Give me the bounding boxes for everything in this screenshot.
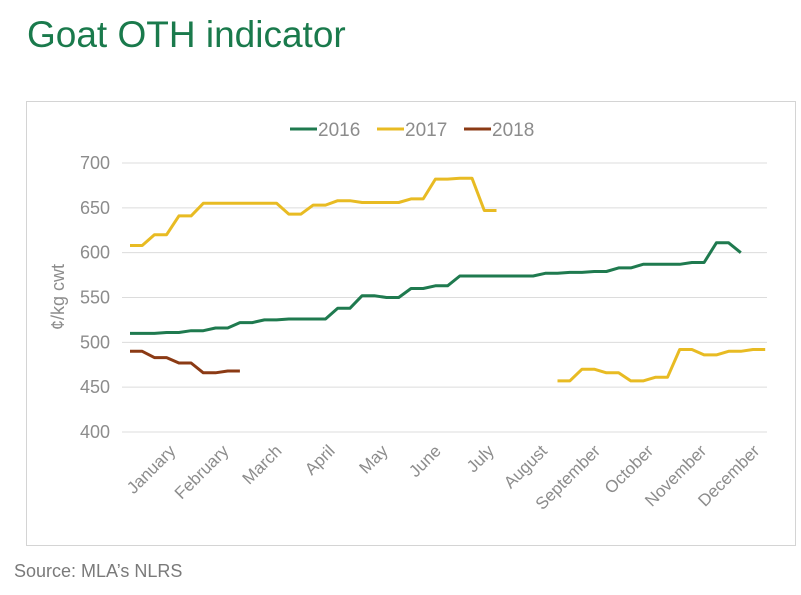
y-tick-label: 550 [80,288,110,308]
legend-label-2017: 2017 [405,120,447,141]
x-tick-label: July [463,441,498,476]
x-tick-label: June [405,441,445,481]
source-note: Source: MLA’s NLRS [14,561,183,581]
y-tick-label: 450 [80,377,110,397]
series-line-2017 [557,348,766,383]
series-line-2018 [130,349,240,375]
series-line-2017 [130,176,497,247]
legend-label-2018: 2018 [492,120,534,141]
y-tick-label: 600 [80,243,110,263]
legend-label-2016: 2016 [318,120,360,141]
chart-area: 400 450 500 550 600 650 700 January February Mar… [26,101,796,546]
series-line-2016 [130,241,742,335]
y-tick-label: 500 [80,332,110,352]
y-tick-label: 400 [80,422,110,442]
x-tick-label: April [301,441,338,478]
x-tick-label: March [239,441,286,488]
y-axis-label: ¢/kg cwt [48,264,68,330]
x-tick-label: August [500,441,551,492]
x-tick-label: February [171,441,233,503]
page-title: Goat OTH indicator [27,14,346,55]
y-tick-label: 700 [80,153,110,173]
y-tick-label: 650 [80,198,110,218]
x-tick-label: May [356,441,392,477]
